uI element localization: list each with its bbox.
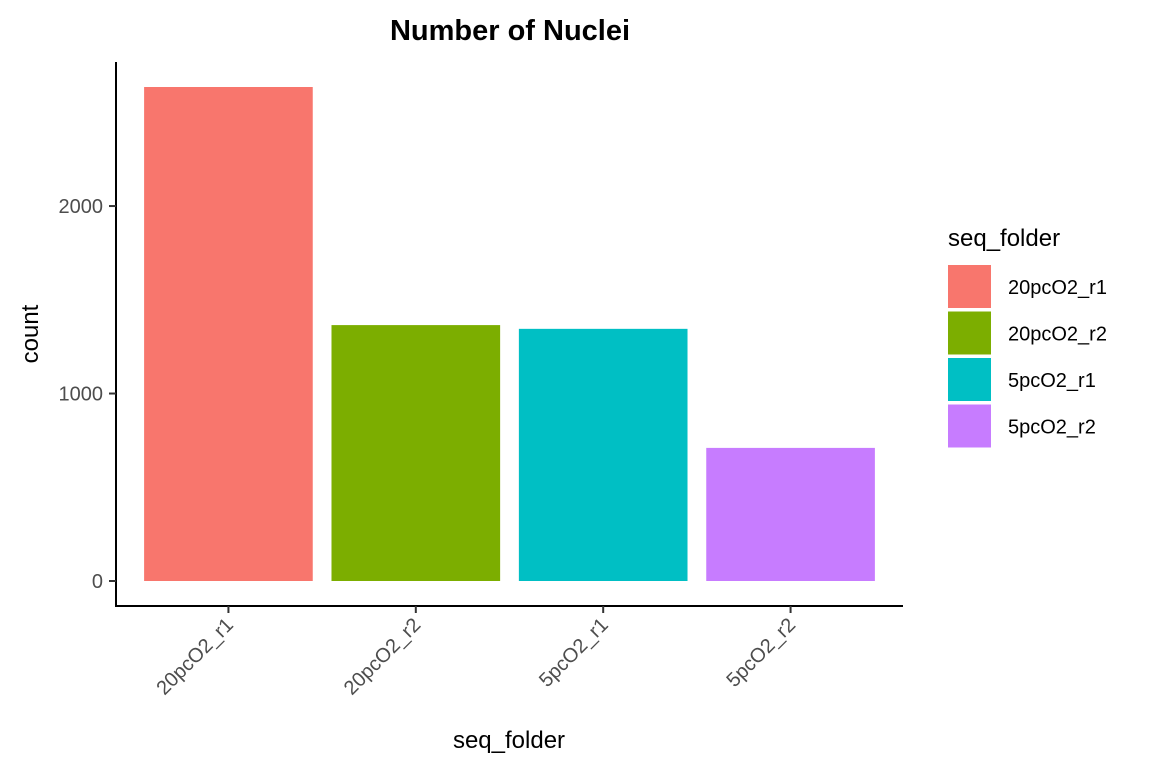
x-tick-label: 5pcO2_r2: [722, 614, 800, 692]
legend-label: 20pcO2_r2: [1008, 324, 1107, 346]
x-tick-label: 20pcO2_r1: [152, 614, 238, 700]
y-tick-label: 2000: [59, 196, 104, 218]
legend-key-20pcO2_r1: [948, 265, 991, 308]
legend-key-20pcO2_r2: [948, 311, 991, 355]
y-tick-label: 1000: [59, 384, 104, 406]
legend-key-5pcO2_r1: [948, 358, 991, 401]
y-axis-title: count: [17, 304, 44, 363]
y-ticks-group: 0 1000 2000: [59, 196, 116, 593]
legend-key-5pcO2_r2: [948, 404, 991, 448]
bar-5pcO2_r2: [706, 447, 875, 581]
y-tick-label: 0: [92, 571, 103, 593]
chart-title: Number of Nuclei: [390, 15, 630, 47]
legend-label: 20pcO2_r1: [1008, 277, 1107, 299]
legend: seq_folder 20pcO2_r1 20pcO2_r2 5pcO2_r1 5pc…: [948, 225, 1107, 448]
x-tick-label: 5pcO2_r1: [535, 614, 613, 692]
legend-label: 5pcO2_r1: [1008, 370, 1096, 392]
x-tick-label: 20pcO2_r2: [340, 614, 426, 700]
bar-20pcO2_r1: [144, 87, 313, 581]
legend-title: seq_folder: [948, 225, 1060, 252]
x-ticks-group: 20pcO2_r1 20pcO2_r2 5pcO2_r1 5pcO2_r2: [152, 606, 800, 700]
bars-group: [144, 87, 875, 581]
bar-5pcO2_r1: [518, 328, 688, 581]
bar-20pcO2_r2: [331, 325, 501, 581]
x-axis-title: seq_folder: [453, 727, 565, 754]
legend-label: 5pcO2_r2: [1008, 417, 1096, 439]
